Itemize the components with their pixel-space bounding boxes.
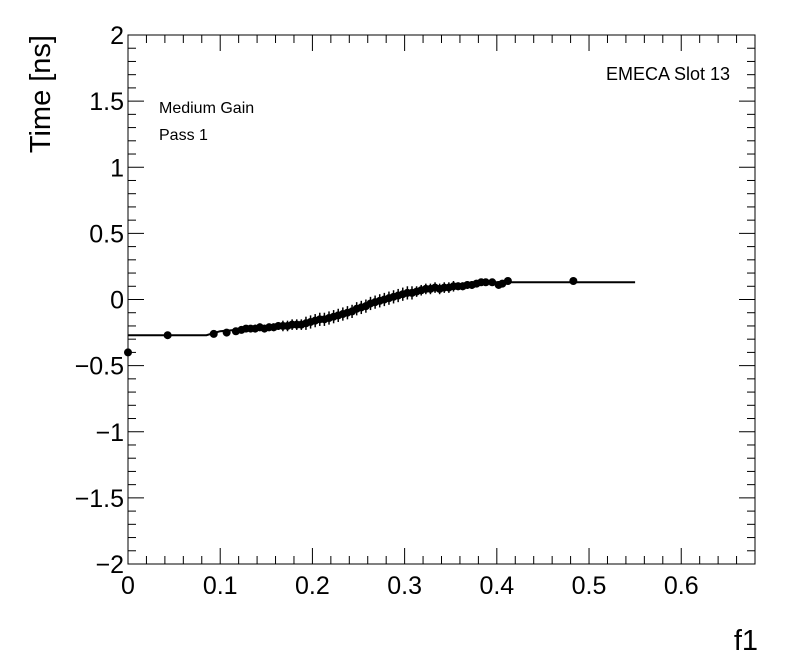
data-point — [488, 278, 497, 287]
data-point — [503, 276, 512, 285]
x-tick-label: 0.6 — [664, 572, 699, 600]
x-tick-label: 0.4 — [479, 572, 514, 600]
y-tick-label: −1.5 — [75, 485, 124, 513]
data-point — [209, 329, 218, 338]
x-tick-label: 0.1 — [203, 572, 238, 600]
y-tick-label: −1 — [95, 419, 124, 447]
pass-annotation: Pass 1 — [159, 127, 208, 144]
data-point — [222, 328, 231, 337]
data-point — [569, 276, 578, 285]
data-points-group — [124, 276, 578, 357]
y-axis-tick-labels: 2 1.5 1 0.5 0 −0.5 −1 −1.5 −2 — [75, 22, 124, 579]
y-axis-ticks — [128, 34, 755, 565]
x-axis-ticks — [127, 35, 756, 564]
gain-annotation: Medium Gain — [159, 100, 254, 117]
y-axis-label: Time [ns] — [25, 35, 57, 153]
y-tick-label: −0.5 — [75, 353, 124, 381]
x-tick-label: 0 — [121, 572, 135, 600]
y-tick-label: 0 — [110, 287, 124, 315]
x-axis-label: f1 — [734, 625, 758, 657]
x-tick-label: 0.3 — [387, 572, 422, 600]
x-tick-label: 0.5 — [572, 572, 607, 600]
y-tick-label: 1 — [110, 154, 124, 182]
y-tick-label: 2 — [110, 22, 124, 50]
x-tick-label: 0.2 — [295, 572, 330, 600]
y-tick-label: 1.5 — [89, 88, 124, 116]
slot-annotation: EMECA Slot 13 — [606, 64, 730, 84]
y-tick-label: −2 — [95, 551, 124, 579]
x-axis-tick-labels: 0 0.1 0.2 0.3 0.4 0.5 0.6 — [121, 572, 699, 600]
y-tick-label: 0.5 — [89, 220, 124, 248]
fit-line-group — [128, 281, 636, 337]
fit-line — [128, 281, 636, 337]
data-point — [124, 348, 132, 357]
data-point — [481, 278, 490, 287]
data-point — [163, 331, 172, 340]
